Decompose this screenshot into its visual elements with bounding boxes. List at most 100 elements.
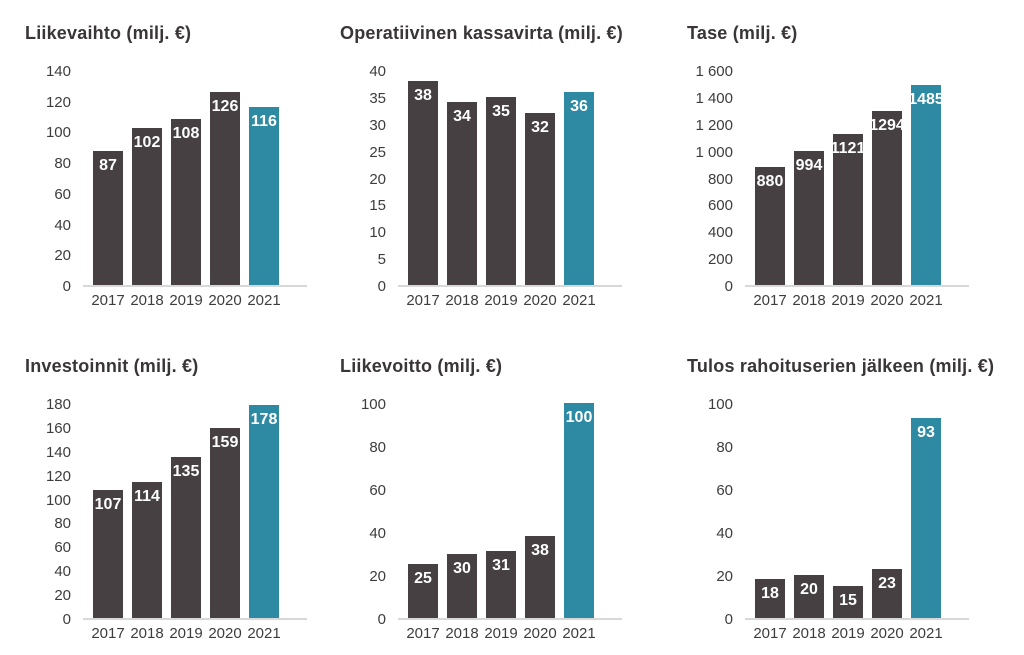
bar-value-label: 15: [839, 591, 857, 609]
y-axis: 100 80 60 40 20 0: [340, 396, 386, 628]
y-tick-label: 40: [54, 216, 71, 234]
y-tick-label: 100: [45, 491, 71, 509]
bar-value-label: 31: [492, 557, 510, 575]
y-tick-label: 10: [369, 224, 386, 242]
plot-area: 25 30 31 38 100: [398, 403, 622, 620]
y-tick-label: 20: [369, 568, 386, 585]
chart-title: Tulos rahoituserien jälkeen (milj. €): [687, 356, 995, 376]
y-tick-label: 120: [45, 93, 71, 111]
x-tick-label: 2019: [169, 625, 203, 642]
y-tick-label: 160: [45, 419, 71, 437]
bar-value-label: 114: [134, 487, 160, 505]
y-tick-label: 1 000: [695, 143, 733, 161]
y-tick-label: 600: [707, 197, 733, 215]
bar-value-label: 1121: [830, 140, 866, 158]
chart-title: Tase (milj. €): [687, 23, 798, 43]
y-tick-label: 200: [707, 251, 733, 269]
x-tick-label: 2021: [562, 625, 596, 642]
y-tick-label: 40: [369, 525, 386, 542]
x-tick-label: 2018: [130, 625, 164, 642]
bar-value-label: 20: [800, 581, 818, 598]
bar-value-label: 178: [250, 411, 278, 429]
bar-value-label: 34: [453, 108, 471, 126]
y-tick-label: 40: [369, 63, 386, 80]
bars: 880 994 1121 1294 1485: [755, 70, 944, 285]
bar-2017: 18: [755, 579, 785, 618]
bar-2017: 107: [93, 490, 123, 618]
bar-2021: 93: [911, 418, 941, 618]
chart-title: Liikevoitto (milj. €): [340, 356, 503, 376]
x-axis: 2017 2018 2019 2020 2021: [745, 625, 1019, 643]
plot-wrap: 180 160 140 120 100 80 60 40 20 0 107 114 135 159 178: [25, 396, 340, 628]
y-tick-label: 100: [45, 124, 71, 142]
plot-area: 880 994 1121 1294 1485: [745, 70, 969, 287]
y-tick-label: 40: [54, 563, 71, 581]
bar-2019: 108: [171, 119, 201, 285]
bar-2019: 135: [171, 456, 201, 618]
bar-value-label: 30: [453, 559, 471, 577]
y-tick-label: 800: [707, 170, 733, 188]
y-tick-label: 180: [45, 396, 71, 413]
y-tick-label: 60: [54, 539, 71, 557]
x-axis: 2017 2018 2019 2020 2021: [398, 625, 675, 643]
y-tick-label: 20: [716, 568, 733, 585]
bar-2021: 100: [564, 403, 594, 618]
bar-2018: 20: [794, 575, 824, 618]
x-tick-label: 2021: [562, 292, 596, 309]
y-tick-label: 60: [54, 185, 71, 203]
plot-area: 107 114 135 159 178: [83, 403, 307, 620]
bar-2017: 25: [408, 564, 438, 618]
x-tick-label: 2018: [445, 625, 479, 642]
bar-2019: 15: [833, 585, 863, 618]
bar-value-label: 25: [414, 570, 432, 588]
x-tick-label: 2020: [870, 625, 904, 642]
y-tick-label: 15: [369, 197, 386, 215]
y-tick-label: 30: [369, 116, 386, 134]
bars: 107 114 135 159 178: [93, 403, 279, 618]
y-axis: 180 160 140 120 100 80 60 40 20 0: [25, 396, 71, 628]
bars: 87 102 108 126 116: [93, 70, 279, 285]
x-axis: 2017 2018 2019 2020 2021: [745, 292, 1019, 310]
bar-value-label: 32: [531, 119, 549, 136]
y-tick-label: 0: [724, 278, 733, 295]
x-tick-label: 2020: [523, 625, 557, 642]
chart-3: Tase (milj. €) 1 600 1 400 1 200 1 000 800 60…: [675, 22, 1019, 310]
bar-2019: 31: [486, 551, 516, 618]
x-tick-label: 2020: [208, 292, 242, 309]
x-tick-label: 2018: [792, 292, 826, 309]
y-tick-label: 0: [62, 278, 71, 295]
chart-5: Liikevoitto (milj. €) 100 80 60 40 20 0 25 30 3…: [340, 355, 675, 643]
plot-wrap: 40 35 30 25 20 15 10 5 0 38 34 35 32 36: [340, 63, 675, 295]
bar-2017: 87: [93, 151, 123, 285]
x-tick-label: 2021: [247, 292, 281, 309]
bar-2020: 126: [210, 91, 240, 285]
bar-value-label: 107: [94, 496, 122, 514]
x-tick-label: 2019: [484, 625, 518, 642]
bars: 25 30 31 38 100: [408, 403, 594, 618]
y-tick-label: 5: [377, 251, 386, 269]
plot-wrap: 140 120 100 80 60 40 20 0 87 102 108 126 116: [25, 63, 340, 295]
x-tick-label: 2021: [247, 625, 281, 642]
y-tick-label: 120: [45, 467, 71, 485]
bar-value-label: 35: [492, 102, 510, 120]
y-tick-label: 140: [45, 63, 71, 80]
y-tick-label: 100: [360, 396, 386, 413]
x-tick-label: 2020: [870, 292, 904, 309]
bar-value-label: 880: [756, 172, 784, 190]
y-tick-label: 20: [54, 587, 71, 605]
bar-2021: 36: [564, 91, 594, 285]
bar-2020: 159: [210, 428, 240, 618]
bar-value-label: 18: [761, 585, 779, 603]
x-tick-label: 2020: [208, 625, 242, 642]
bar-value-label: 93: [917, 424, 935, 442]
chart-6: Tulos rahoituserien jälkeen (milj. €) 10…: [675, 355, 1019, 643]
x-tick-label: 2019: [169, 292, 203, 309]
bar-value-label: 1485: [908, 91, 944, 109]
y-tick-label: 1 400: [695, 89, 733, 107]
bar-2017: 880: [755, 166, 785, 285]
y-tick-label: 80: [54, 515, 71, 533]
y-tick-label: 80: [54, 155, 71, 173]
y-tick-label: 60: [716, 482, 733, 499]
chart-title: Operatiivinen kassavirta (milj. €): [340, 23, 623, 43]
